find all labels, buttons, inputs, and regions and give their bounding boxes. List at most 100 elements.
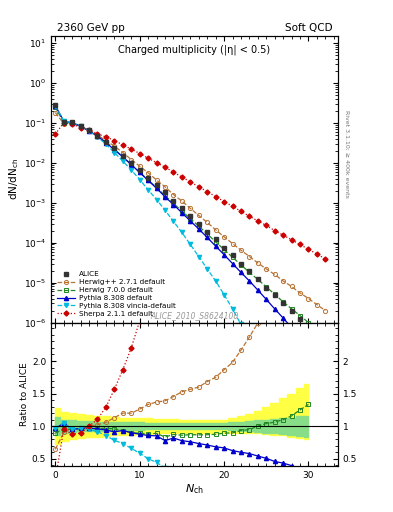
Sherpa 2.1.1 default xyxy=(53,131,58,137)
Sherpa 2.1.1 default xyxy=(264,222,269,228)
ALICE xyxy=(61,119,66,125)
Herwig 7.0.0 default xyxy=(213,239,218,245)
Sherpa 2.1.1 default xyxy=(180,174,184,180)
Pythia 8.308 default xyxy=(306,345,311,351)
Sherpa 2.1.1 default xyxy=(196,184,201,190)
Text: ALICE_2010_S8624100: ALICE_2010_S8624100 xyxy=(151,311,239,319)
Sherpa 2.1.1 default xyxy=(95,131,100,137)
Sherpa 2.1.1 default xyxy=(272,227,277,233)
Sherpa 2.1.1 default xyxy=(87,127,92,133)
Sherpa 2.1.1 default xyxy=(78,124,83,131)
Herwig 7.0.0 default xyxy=(129,161,134,167)
Pythia 8.308 default xyxy=(154,185,159,191)
Sherpa 2.1.1 default xyxy=(205,188,209,195)
Pythia 8.308 vincia-default xyxy=(61,118,66,124)
Herwig 7.0.0 default xyxy=(196,223,201,229)
Pythia 8.308 default xyxy=(120,154,125,160)
Pythia 8.308 default xyxy=(53,102,58,109)
Pythia 8.308 vincia-default xyxy=(146,187,151,193)
Sherpa 2.1.1 default xyxy=(163,164,167,170)
Pythia 8.308 default xyxy=(146,177,151,183)
Pythia 8.308 vincia-default xyxy=(112,150,117,156)
Herwig 7.0.0 default xyxy=(104,139,108,145)
Herwig++ 2.7.1 default xyxy=(213,227,218,233)
Pythia 8.308 default xyxy=(137,169,142,176)
ALICE xyxy=(53,102,58,108)
Herwig++ 2.7.1 default xyxy=(255,260,260,266)
Herwig++ 2.7.1 default xyxy=(78,123,83,130)
Herwig 7.0.0 default xyxy=(70,120,75,126)
Pythia 8.308 vincia-default xyxy=(120,158,125,164)
ALICE xyxy=(129,160,134,166)
Herwig 7.0.0 default xyxy=(137,169,142,175)
Y-axis label: Ratio to ALICE: Ratio to ALICE xyxy=(20,362,29,426)
Pythia 8.308 vincia-default xyxy=(239,322,243,328)
Herwig++ 2.7.1 default xyxy=(120,150,125,156)
ALICE xyxy=(120,153,125,159)
Herwig 7.0.0 default xyxy=(306,319,311,326)
Sherpa 2.1.1 default xyxy=(188,179,193,185)
Herwig 7.0.0 default xyxy=(180,208,184,214)
Sherpa 2.1.1 default xyxy=(129,146,134,152)
Pythia 8.308 vincia-default xyxy=(171,218,176,224)
Herwig++ 2.7.1 default xyxy=(163,184,167,190)
Sherpa 2.1.1 default xyxy=(70,121,75,127)
Herwig 7.0.0 default xyxy=(247,269,252,275)
Herwig 7.0.0 default xyxy=(239,262,243,268)
ALICE xyxy=(264,285,269,291)
Pythia 8.308 default xyxy=(205,234,209,241)
Sherpa 2.1.1 default xyxy=(154,160,159,166)
Sherpa 2.1.1 default xyxy=(120,142,125,148)
Herwig 7.0.0 default xyxy=(53,104,58,110)
ALICE xyxy=(306,325,311,331)
Herwig 7.0.0 default xyxy=(205,231,209,237)
Herwig++ 2.7.1 default xyxy=(53,110,58,116)
ALICE xyxy=(137,167,142,173)
ALICE xyxy=(188,213,193,219)
Herwig 7.0.0 default xyxy=(154,184,159,190)
Herwig++ 2.7.1 default xyxy=(264,266,269,272)
Text: Soft QCD: Soft QCD xyxy=(285,23,332,33)
Herwig++ 2.7.1 default xyxy=(104,137,108,143)
Sherpa 2.1.1 default xyxy=(306,246,311,252)
Line: Herwig++ 2.7.1 default: Herwig++ 2.7.1 default xyxy=(53,111,327,313)
Sherpa 2.1.1 default xyxy=(314,251,319,257)
Pythia 8.308 default xyxy=(171,201,176,207)
Sherpa 2.1.1 default xyxy=(222,199,226,205)
Herwig++ 2.7.1 default xyxy=(281,278,285,284)
Pythia 8.308 vincia-default xyxy=(196,253,201,260)
Pythia 8.308 default xyxy=(281,315,285,321)
Pythia 8.308 default xyxy=(112,147,117,153)
Sherpa 2.1.1 default xyxy=(247,213,252,219)
Pythia 8.308 vincia-default xyxy=(137,177,142,183)
Pythia 8.308 default xyxy=(264,296,269,303)
Herwig 7.0.0 default xyxy=(171,200,176,206)
Herwig++ 2.7.1 default xyxy=(112,143,117,149)
ALICE xyxy=(196,221,201,227)
Text: Charged multiplicity (|η| < 0.5): Charged multiplicity (|η| < 0.5) xyxy=(118,45,271,55)
Pythia 8.308 vincia-default xyxy=(230,306,235,312)
Pythia 8.308 default xyxy=(255,287,260,293)
Pythia 8.308 default xyxy=(78,123,83,130)
Pythia 8.308 vincia-default xyxy=(87,128,92,134)
Pythia 8.308 default xyxy=(61,118,66,124)
ALICE xyxy=(163,189,167,196)
Pythia 8.308 default xyxy=(298,334,302,340)
Pythia 8.308 default xyxy=(180,210,184,216)
Pythia 8.308 vincia-default xyxy=(78,123,83,130)
Pythia 8.308 default xyxy=(87,127,92,134)
Herwig++ 2.7.1 default xyxy=(323,308,328,314)
Herwig++ 2.7.1 default xyxy=(171,191,176,198)
Pythia 8.308 vincia-default xyxy=(163,207,167,213)
Herwig++ 2.7.1 default xyxy=(87,127,92,133)
Pythia 8.308 vincia-default xyxy=(95,134,100,140)
Sherpa 2.1.1 default xyxy=(239,208,243,215)
Pythia 8.308 vincia-default xyxy=(154,197,159,203)
ALICE xyxy=(222,245,226,251)
Herwig++ 2.7.1 default xyxy=(205,220,209,226)
ALICE xyxy=(239,261,243,267)
ALICE xyxy=(298,316,302,323)
ALICE xyxy=(213,237,218,243)
Herwig++ 2.7.1 default xyxy=(70,120,75,126)
Sherpa 2.1.1 default xyxy=(213,194,218,200)
